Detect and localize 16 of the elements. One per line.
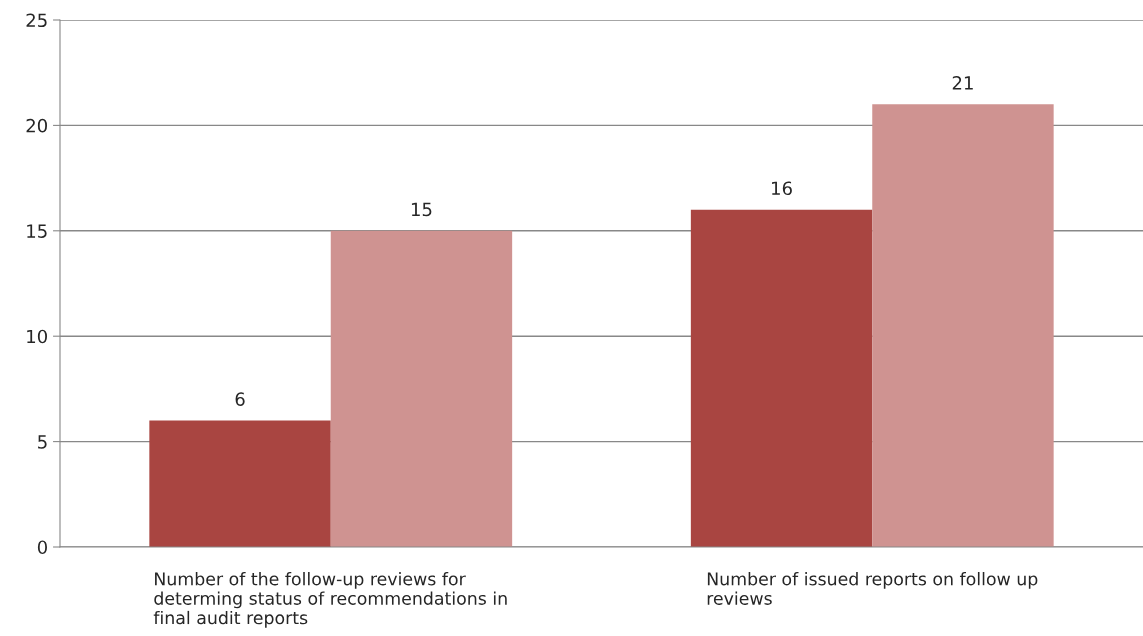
y-tick-label: 20: [26, 118, 47, 133]
y-tick-label: 25: [26, 13, 47, 28]
data-label: 6: [235, 392, 245, 406]
bar: [330, 230, 513, 547]
bar: [872, 104, 1054, 547]
y-tick-label: 0: [37, 540, 47, 555]
data-label: 15: [411, 202, 432, 217]
bar: [690, 209, 873, 547]
y-tick-label: 10: [27, 329, 47, 344]
y-tick-label: 15: [27, 224, 47, 238]
data-label: 21: [952, 76, 973, 90]
bar: [149, 420, 331, 547]
data-label: 16: [772, 181, 792, 196]
y-tick-label: 5: [38, 435, 47, 449]
x-tick-label: Number of issued reports on follow up reviews: [707, 572, 1038, 605]
x-tick-label: Number of the follow-up reviews for determing status of recommendations in final audit reports: [153, 572, 507, 628]
